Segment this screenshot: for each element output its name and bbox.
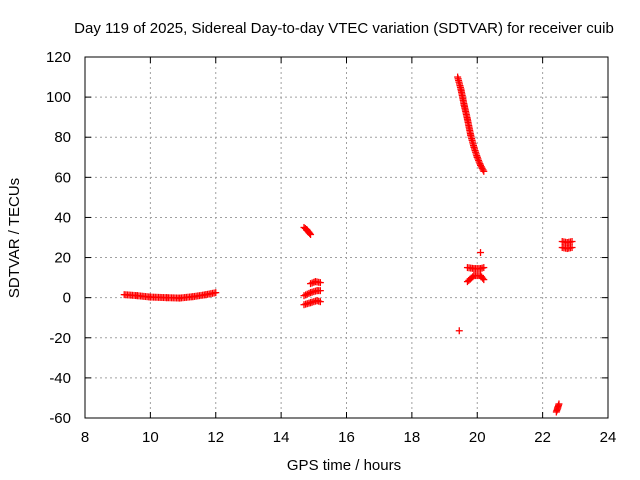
data-point [479, 274, 487, 282]
grid-lines [85, 57, 608, 418]
data-point [307, 230, 315, 238]
x-tick-label: 20 [469, 429, 486, 446]
data-point [475, 158, 483, 166]
y-tick-label: -20 [49, 330, 71, 347]
data-point [302, 291, 310, 299]
x-tick-label: 24 [600, 429, 617, 446]
y-tick-label: -60 [49, 410, 71, 427]
data-point [477, 249, 485, 257]
y-tick-label: 60 [54, 169, 71, 186]
data-point [477, 161, 485, 169]
data-point [306, 229, 314, 237]
data-point [474, 155, 482, 163]
data-point [316, 287, 324, 295]
data-point [212, 289, 220, 297]
x-tick-label: 10 [142, 429, 159, 446]
data-point [307, 280, 315, 288]
data-point [479, 166, 487, 174]
data-point [473, 153, 481, 161]
chart-title: Day 119 of 2025, Sidereal Day-to-day VTE… [74, 20, 614, 37]
data-point [480, 264, 488, 272]
data-point [568, 244, 576, 252]
y-tick-labels: -60 -40 -20 0 20 40 60 80 100 120 [46, 49, 71, 427]
data-point [480, 276, 488, 284]
y-axis-label: SDTVAR / TECUs [6, 178, 23, 298]
x-tick-label: 22 [534, 429, 551, 446]
y-tick-label: 100 [46, 89, 71, 106]
x-tick-label: 8 [81, 429, 89, 446]
data-point [475, 156, 483, 164]
x-tick-label: 18 [404, 429, 421, 446]
axis-ticks [84, 56, 609, 419]
x-tick-labels: 8 10 12 14 16 18 20 22 24 [81, 429, 617, 446]
data-point [305, 289, 313, 297]
data-point [303, 290, 311, 298]
data-point [478, 164, 486, 172]
x-axis-label: GPS time / hours [287, 457, 401, 474]
data-point [476, 160, 484, 168]
data-point [480, 167, 488, 175]
y-tick-label: 20 [54, 250, 71, 267]
data-point [300, 292, 308, 300]
x-tick-label: 12 [207, 429, 224, 446]
x-tick-label: 16 [338, 429, 355, 446]
data-point [455, 327, 463, 335]
y-tick-label: 40 [54, 209, 71, 226]
y-tick-label: 80 [54, 129, 71, 146]
data-point [316, 279, 324, 287]
x-tick-label: 14 [273, 429, 290, 446]
data-points [120, 73, 576, 416]
data-point [316, 298, 324, 306]
data-point [568, 238, 576, 246]
data-point [477, 163, 485, 171]
data-point [308, 279, 316, 287]
y-tick-label: -40 [49, 370, 71, 387]
data-point [555, 400, 563, 408]
y-tick-label: 0 [63, 290, 71, 307]
y-tick-label: 120 [46, 49, 71, 66]
